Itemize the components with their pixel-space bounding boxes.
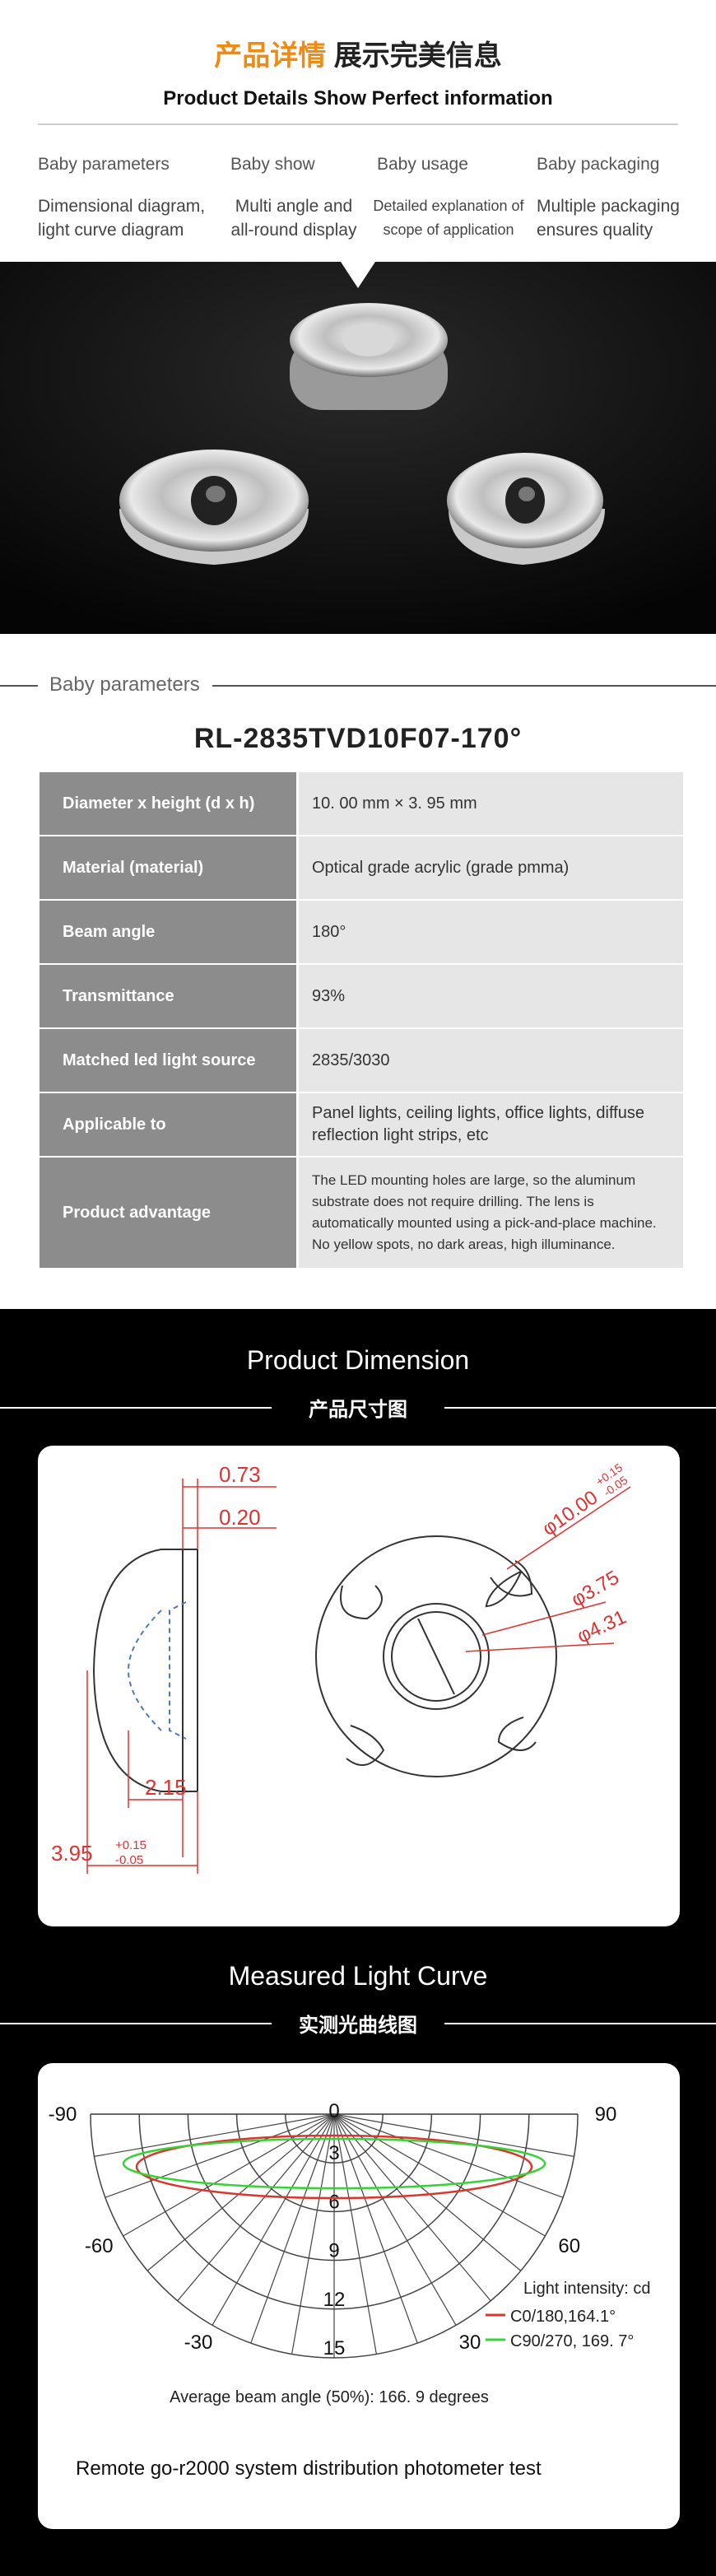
- tab-title[interactable]: Baby packaging: [537, 155, 660, 174]
- beam-note: Average beam angle (50%): 166. 9 degrees: [170, 2388, 489, 2406]
- spoke: [333, 2113, 564, 2198]
- lens-right: [447, 453, 605, 565]
- spoke: [333, 2113, 522, 2271]
- ring: [138, 2113, 530, 2310]
- spoke: [333, 2113, 574, 2157]
- tab-description: Multiple packaging ensures quality: [537, 197, 680, 240]
- angle-label: -60: [85, 2235, 114, 2257]
- section-line: [0, 685, 38, 687]
- row-value: Panel lights, ceiling lights, office lig…: [299, 1093, 683, 1156]
- row-label: Product advantage: [40, 1158, 296, 1268]
- row-value: 93%: [299, 965, 683, 1027]
- top-leaders: [465, 1486, 631, 1652]
- title-rest: 展示完美信息: [333, 40, 502, 72]
- legend-title: Light intensity: cd: [523, 2280, 651, 2298]
- title-line: [444, 1407, 716, 1409]
- tab-title[interactable]: Baby show: [230, 155, 315, 174]
- header-subtitle: Product Details Show Perfect information: [163, 87, 553, 109]
- title-highlight: 产品详情: [214, 40, 327, 72]
- dimension-lines: [86, 1479, 277, 1874]
- height-tol-lower: -0.05: [115, 1853, 143, 1867]
- height: 3.95: [51, 1841, 93, 1866]
- spoke: [333, 2113, 491, 2302]
- angle-label: -30: [184, 2331, 213, 2354]
- header-title: 产品详情 展示完美信息: [0, 33, 716, 73]
- spoke: [146, 2113, 335, 2271]
- card: [38, 2063, 680, 2529]
- ring-label: 3: [328, 2142, 339, 2164]
- top-view: [315, 1535, 557, 1777]
- dimension-drawing: 0.73 0.20 2.15 3.95 +0.15 -0.05 φ10.00+0…: [38, 1446, 680, 1926]
- spoke: [333, 2113, 418, 2344]
- row-label: Beam angle: [40, 901, 296, 963]
- spoke: [333, 2113, 457, 2326]
- row-label: Transmittance: [40, 965, 296, 1027]
- dimension-subtitle: 产品尺寸图: [309, 1399, 407, 1421]
- row-value: Optical grade acrylic (grade pmma): [299, 836, 683, 899]
- tab-title[interactable]: Baby parameters: [38, 155, 170, 174]
- row-value: 180°: [299, 901, 683, 963]
- spoke: [177, 2113, 335, 2302]
- side-view: [92, 1549, 198, 1792]
- notch: [341, 262, 375, 288]
- tab-title[interactable]: Baby usage: [377, 155, 468, 174]
- ring-label: 12: [323, 2289, 346, 2311]
- divider: [38, 123, 678, 125]
- height-tol-upper: +0.15: [115, 1838, 146, 1852]
- tab-description: Dimensional diagram, light curve diagram: [38, 197, 206, 240]
- ring: [187, 2113, 481, 2262]
- lens-left: [119, 450, 309, 565]
- title-line: [444, 2023, 716, 2024]
- section-label: Baby parameters: [49, 673, 200, 696]
- tab-description: Detailed explanation of scope of applica…: [373, 198, 524, 238]
- angle-label: 60: [558, 2235, 580, 2257]
- angle-label: -90: [49, 2103, 77, 2126]
- title-line: [0, 2023, 272, 2024]
- row-label: Matched led light source: [40, 1029, 296, 1092]
- row-label: Diameter x height (d x h): [40, 772, 296, 835]
- curve-title: Measured Light Curve: [228, 1961, 488, 1991]
- ring-label: 6: [328, 2191, 339, 2213]
- ring-label: 15: [323, 2337, 346, 2359]
- row-value: 10. 00 mm × 3. 95 mm: [299, 772, 683, 835]
- curve-subtitle: 实测光曲线图: [299, 2015, 417, 2037]
- ring: [90, 2113, 579, 2359]
- legend-label: C90/270, 169. 7°: [510, 2332, 634, 2350]
- section-line: [212, 685, 716, 687]
- spoke: [105, 2113, 335, 2198]
- spoke: [94, 2113, 335, 2157]
- footer: Remote go-r2000 system distribution phot…: [76, 2457, 542, 2480]
- spoke: [250, 2113, 335, 2344]
- lens-back: [290, 303, 448, 410]
- spoke: [333, 2113, 377, 2355]
- angle-label: 90: [595, 2103, 617, 2126]
- side-labels: 0.73 0.20 2.15 3.95 +0.15 -0.05: [51, 1462, 261, 1867]
- spoke: [291, 2113, 335, 2355]
- product-photo: [0, 262, 716, 634]
- ring-label: 9: [328, 2240, 339, 2262]
- title-line: [0, 1407, 272, 1409]
- row-label: Applicable to: [40, 1093, 296, 1156]
- spoke: [333, 2113, 546, 2237]
- legend-label: C0/180,164.1°: [510, 2308, 616, 2326]
- curve: [135, 2134, 533, 2200]
- tab-description: Multi angle and all-round display: [230, 197, 357, 240]
- row-label: Material (material): [40, 836, 296, 899]
- angle-label: 30: [459, 2331, 481, 2354]
- ring: [235, 2113, 433, 2213]
- dimension-title: Product Dimension: [246, 1345, 470, 1375]
- gap: 0.20: [219, 1505, 261, 1530]
- top-width: 0.73: [219, 1462, 261, 1487]
- angle-label: 0: [328, 2100, 339, 2122]
- model-name: RL-2835TVD10F07-170°: [193, 723, 523, 754]
- inner-height: 2.15: [145, 1775, 187, 1800]
- spoke: [123, 2113, 335, 2237]
- spoke: [212, 2113, 335, 2326]
- curve: [122, 2137, 546, 2190]
- row-value: 2835/3030: [299, 1029, 683, 1092]
- row-value: The LED mounting holes are large, so the…: [299, 1158, 683, 1268]
